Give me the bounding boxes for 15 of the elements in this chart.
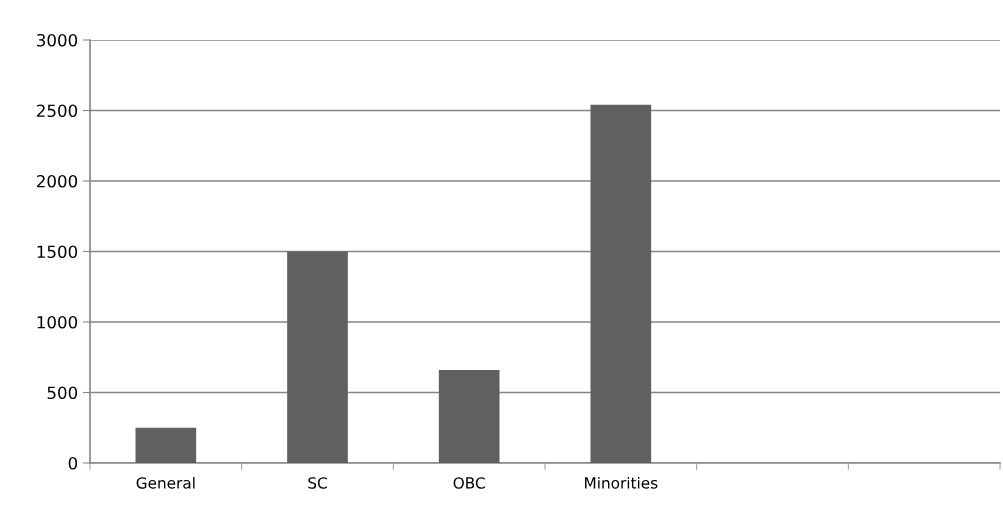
- x-tick-label: SC: [308, 477, 327, 489]
- y-tick-label: 2000: [37, 174, 78, 188]
- y-tick-label: 3000: [37, 33, 78, 47]
- x-tick-label: OBC: [453, 477, 485, 489]
- bar: [590, 104, 652, 463]
- y-tick-label: 1500: [37, 245, 78, 259]
- x-tick-label: Minorities: [585, 476, 658, 489]
- y-tick-label: 2500: [37, 104, 78, 118]
- y-tick-label: 0: [68, 456, 78, 470]
- y-tick-label: 1000: [37, 315, 78, 329]
- bar: [135, 427, 197, 463]
- x-tick-label: General: [136, 476, 195, 489]
- y-tick-label: 500: [47, 386, 78, 400]
- bar: [287, 251, 348, 463]
- bar: [438, 369, 500, 463]
